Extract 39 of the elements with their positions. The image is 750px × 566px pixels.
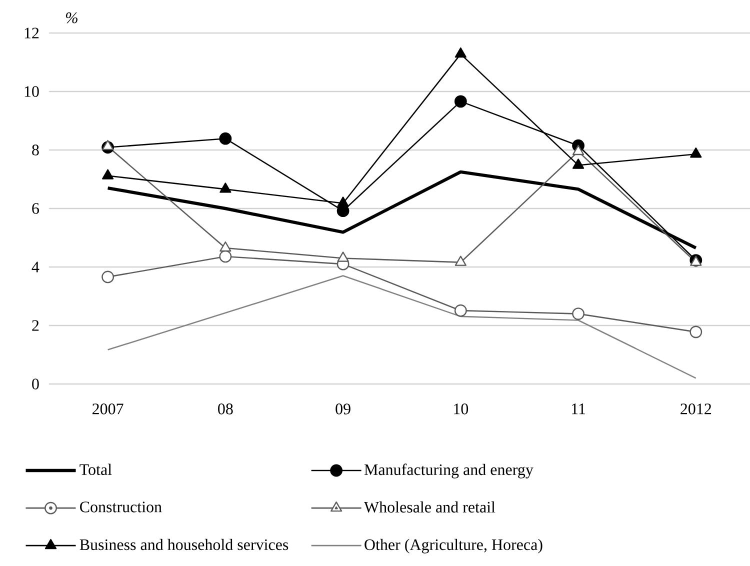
y-tick-label: 12 bbox=[24, 28, 39, 38]
point bbox=[219, 132, 232, 145]
point bbox=[454, 304, 467, 317]
point bbox=[102, 169, 114, 180]
point bbox=[219, 250, 232, 263]
y-tick-label: 10 bbox=[24, 86, 39, 97]
x-tick-label: 2007 bbox=[92, 404, 124, 414]
point bbox=[337, 196, 349, 207]
point bbox=[454, 256, 466, 266]
y-tick-label: 6 bbox=[32, 203, 39, 214]
line-series bbox=[107, 275, 697, 379]
x-tick-label: 08 bbox=[218, 404, 233, 414]
y-tick-label: 8 bbox=[32, 144, 39, 156]
point bbox=[102, 270, 114, 284]
point bbox=[690, 326, 702, 338]
point bbox=[102, 140, 114, 150]
legend-label: Manufacturing and energy bbox=[364, 464, 534, 478]
point bbox=[220, 182, 232, 193]
legend-label: Business and household services bbox=[80, 538, 288, 550]
legend-label: Other (Agriculture, Horeca) bbox=[364, 538, 542, 554]
y-axis-title: % bbox=[66, 12, 78, 24]
point bbox=[572, 144, 584, 156]
legend-label: Construction bbox=[80, 502, 162, 512]
y-tick-label: 2 bbox=[32, 320, 39, 331]
legend-label: Total bbox=[80, 464, 112, 476]
y-tick-label: 0 bbox=[32, 378, 39, 390]
point bbox=[572, 158, 584, 169]
point bbox=[454, 95, 467, 108]
point bbox=[220, 241, 232, 252]
x-tick-label: 11 bbox=[572, 404, 586, 414]
point bbox=[572, 308, 584, 320]
x-tick-label: 2012 bbox=[680, 404, 712, 414]
x-tick-label: 09 bbox=[336, 404, 350, 414]
x-tick-label: 10 bbox=[454, 404, 468, 414]
legend-label: Wholesale and retail bbox=[364, 501, 496, 513]
point bbox=[454, 47, 466, 58]
point bbox=[337, 252, 349, 262]
y-tick-label: 4 bbox=[32, 262, 40, 272]
point bbox=[690, 147, 702, 158]
